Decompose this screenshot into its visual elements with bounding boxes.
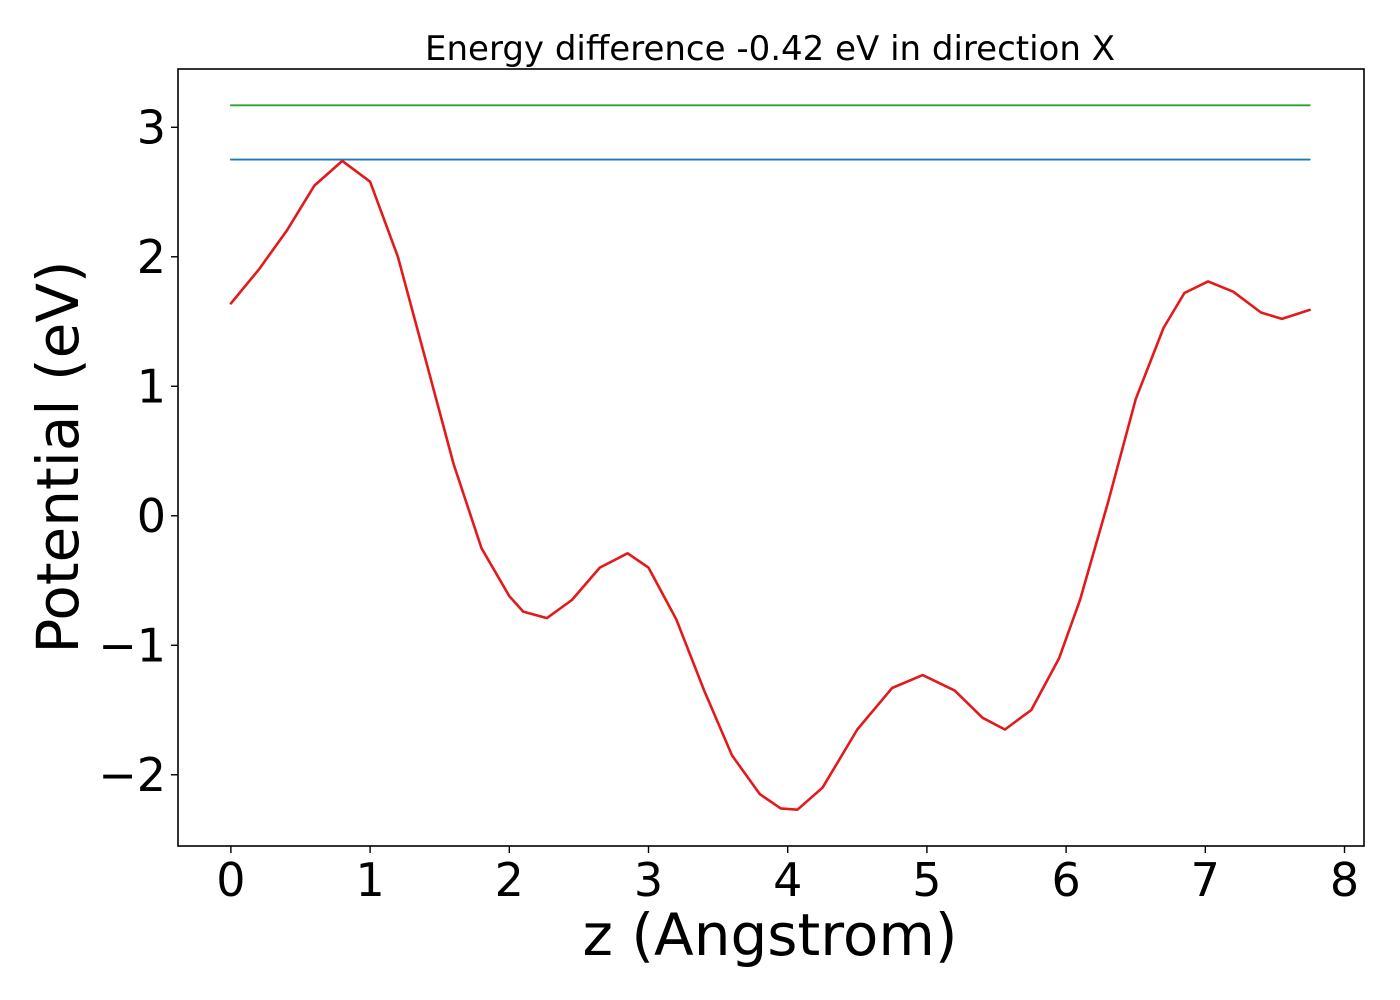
x-tick-label: 2 xyxy=(495,853,524,907)
x-tick-label: 4 xyxy=(773,853,802,907)
x-tick-label: 5 xyxy=(912,853,941,907)
x-tick-label: 6 xyxy=(1051,853,1080,907)
y-tick-label: −1 xyxy=(98,618,166,672)
x-tick-label: 3 xyxy=(634,853,663,907)
x-axis-ticks: 0 1 2 3 4 5 6 7 8 xyxy=(216,846,1359,907)
y-tick-label: 3 xyxy=(137,100,166,154)
plot-frame xyxy=(177,68,1365,847)
x-tick-label: 8 xyxy=(1330,853,1359,907)
y-axis-label: Potential (eV) xyxy=(24,260,92,653)
y-tick-label: 2 xyxy=(137,230,166,284)
x-tick-label: 7 xyxy=(1191,853,1220,907)
y-tick-label: 0 xyxy=(137,489,166,543)
y-tick-label: −2 xyxy=(98,748,166,802)
plot-area xyxy=(229,104,1311,812)
x-tick-label: 1 xyxy=(355,853,384,907)
series-line-2 xyxy=(229,159,1311,812)
y-axis-ticks: −2 −1 0 1 2 3 xyxy=(98,100,178,802)
x-tick-label: 0 xyxy=(216,853,245,907)
chart-title: Energy difference -0.42 eV in direction … xyxy=(425,29,1115,69)
x-axis-label: z (Angstrom) xyxy=(583,901,958,969)
y-tick-label: 1 xyxy=(137,359,166,413)
